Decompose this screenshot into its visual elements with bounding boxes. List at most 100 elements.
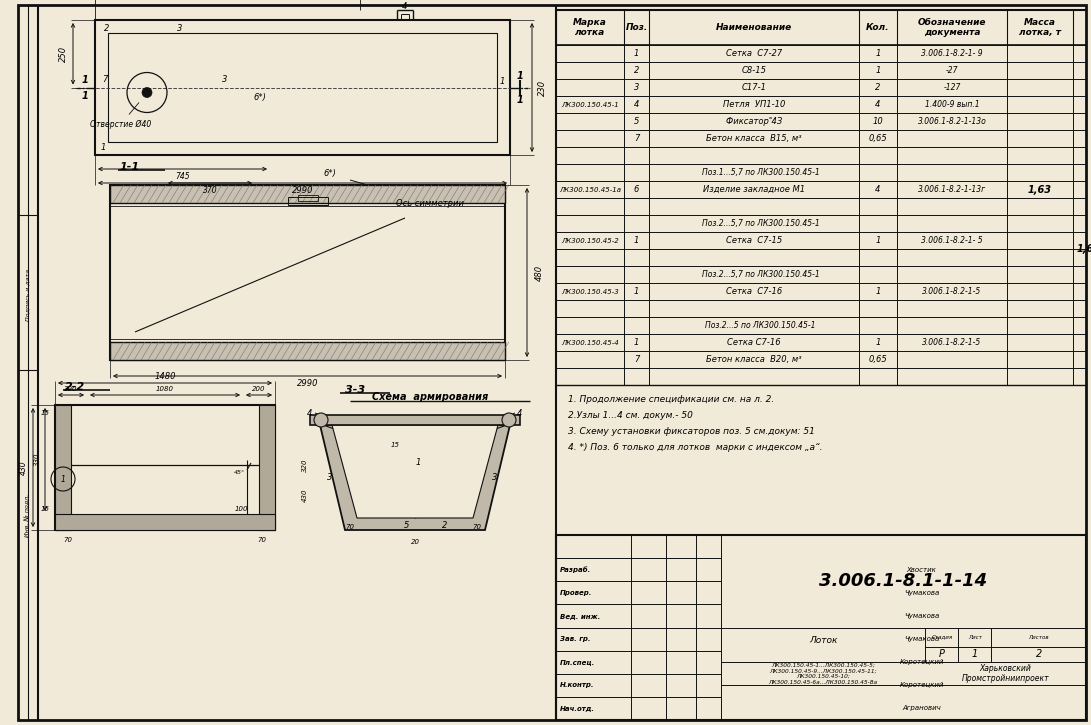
Text: 70: 70: [472, 524, 481, 530]
Bar: [110, 185, 505, 360]
Bar: [310, 415, 520, 425]
Text: 2-2: 2-2: [65, 382, 85, 392]
Bar: [55, 405, 71, 530]
Text: Поз.2...5,7 по ЛК300.150.45-1: Поз.2...5,7 по ЛК300.150.45-1: [702, 270, 819, 279]
Text: 6*): 6*): [324, 168, 336, 178]
Text: Разраб.: Разраб.: [560, 566, 591, 573]
Text: Сетка  С7-27: Сетка С7-27: [726, 49, 782, 58]
Text: 70: 70: [346, 524, 355, 530]
Text: Подпись и дата: Подпись и дата: [25, 269, 31, 321]
Text: Масса
лотка, т: Масса лотка, т: [1019, 18, 1062, 37]
Text: Отверстие Ø40: Отверстие Ø40: [89, 120, 152, 129]
Text: 4: 4: [403, 1, 408, 10]
Text: 6*): 6*): [253, 93, 266, 102]
Polygon shape: [332, 425, 497, 518]
Text: 45°: 45°: [233, 471, 244, 476]
Text: 1: 1: [416, 458, 421, 467]
Text: 370: 370: [203, 186, 217, 194]
Text: 3.006.1-8.2-1-13г: 3.006.1-8.2-1-13г: [918, 185, 986, 194]
Text: Обозначение
документа: Обозначение документа: [918, 18, 986, 37]
Text: 1,63: 1,63: [1028, 184, 1052, 194]
Text: Ось симметрии: Ось симметрии: [396, 199, 464, 207]
Text: Чумакова: Чумакова: [903, 590, 939, 596]
Text: 4: 4: [517, 408, 523, 418]
Text: 4: 4: [875, 100, 880, 109]
Text: Вед. инж.: Вед. инж.: [560, 613, 600, 619]
Text: 1: 1: [517, 94, 524, 104]
Text: 745: 745: [176, 172, 190, 181]
Text: 4: 4: [308, 408, 313, 418]
Text: Фиксатор ͂4З: Фиксатор ͂4З: [726, 117, 782, 126]
Text: 1: 1: [82, 75, 88, 85]
Text: 2.Узлы 1...4 см. докум.- 50: 2.Узлы 1...4 см. докум.- 50: [568, 410, 693, 420]
Text: 5: 5: [634, 117, 639, 126]
Text: 320: 320: [302, 459, 308, 472]
Text: ЛК300.150.45-2: ЛК300.150.45-2: [561, 238, 619, 244]
Text: -27: -27: [946, 66, 958, 75]
Text: 3: 3: [492, 473, 497, 482]
Text: 3: 3: [327, 473, 333, 482]
Text: Сетка  С7-16: Сетка С7-16: [726, 287, 782, 296]
Bar: [298, 195, 317, 201]
Text: Поз.: Поз.: [625, 23, 648, 32]
Text: -127: -127: [944, 83, 961, 92]
Text: 250: 250: [59, 46, 68, 62]
Text: 1: 1: [100, 143, 106, 152]
Text: ЛК300.150.45-1: ЛК300.150.45-1: [561, 102, 619, 107]
Text: 3: 3: [223, 75, 228, 84]
Text: Зав. гр.: Зав. гр.: [560, 636, 590, 642]
Text: 10: 10: [873, 117, 884, 126]
Text: ЛК300.150.45-3: ЛК300.150.45-3: [561, 289, 619, 294]
Text: 2: 2: [875, 83, 880, 92]
Text: 3-3: 3-3: [345, 385, 365, 395]
Text: Кол.: Кол.: [866, 23, 890, 32]
Text: Поз.1...5,7 по ЛК300.150.45-1: Поз.1...5,7 по ЛК300.150.45-1: [702, 168, 819, 177]
Text: 2990: 2990: [291, 186, 313, 194]
Text: 1: 1: [634, 287, 639, 296]
Text: 2: 2: [634, 66, 639, 75]
Text: Пл.спец.: Пл.спец.: [560, 659, 596, 666]
Text: 5: 5: [405, 521, 410, 529]
Bar: [259, 405, 275, 530]
Text: С8-15: С8-15: [742, 66, 767, 75]
Text: 7: 7: [103, 75, 108, 84]
Text: Чумакова: Чумакова: [903, 613, 939, 619]
Text: 1480: 1480: [154, 371, 176, 381]
Text: 1: 1: [61, 474, 65, 484]
Text: 3.006.1-8.2-1-13о: 3.006.1-8.2-1-13о: [918, 117, 986, 126]
Polygon shape: [320, 425, 509, 530]
Text: 1: 1: [634, 338, 639, 347]
Text: 2: 2: [1035, 650, 1042, 659]
Text: ЛК300.150.45-1а: ЛК300.150.45-1а: [559, 186, 621, 193]
Text: 3.006.1-8.2-1- 9: 3.006.1-8.2-1- 9: [921, 49, 983, 58]
Text: 7: 7: [634, 134, 639, 143]
Text: 15: 15: [40, 506, 49, 512]
Text: 1: 1: [634, 236, 639, 245]
Text: 1: 1: [517, 70, 524, 80]
Text: 1: 1: [875, 236, 880, 245]
Text: 1: 1: [875, 287, 880, 296]
Text: Лист: Лист: [968, 634, 982, 639]
Text: 2990: 2990: [297, 378, 319, 387]
Text: 100: 100: [235, 506, 248, 512]
Text: 4: 4: [875, 185, 880, 194]
Circle shape: [314, 413, 328, 427]
Text: 3.006.1-8.2-1-5: 3.006.1-8.2-1-5: [922, 338, 982, 347]
Text: Инв. № подл.: Инв. № подл.: [25, 494, 31, 536]
Text: Схема  армирования: Схема армирования: [372, 392, 488, 402]
Text: Хвостик: Хвостик: [907, 567, 936, 573]
Text: Лоток: Лоток: [810, 637, 838, 645]
Text: 1.400-9 вып.1: 1.400-9 вып.1: [925, 100, 980, 109]
Text: 6: 6: [634, 185, 639, 194]
Text: 4: 4: [634, 100, 639, 109]
Bar: [110, 342, 505, 360]
Text: Агранович: Агранович: [902, 705, 940, 711]
Bar: [556, 535, 1086, 720]
Text: 1: 1: [972, 650, 978, 659]
Text: 1: 1: [500, 77, 505, 86]
Text: 0,65: 0,65: [868, 355, 887, 364]
Text: 0,65: 0,65: [868, 134, 887, 143]
Text: 200: 200: [252, 386, 266, 392]
Text: Сетка С7-16: Сетка С7-16: [728, 338, 781, 347]
Text: 200: 200: [64, 386, 77, 392]
